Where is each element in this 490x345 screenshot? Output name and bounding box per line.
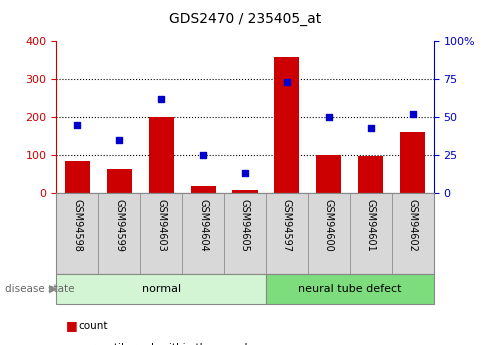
Bar xyxy=(140,193,182,274)
Bar xyxy=(392,193,434,274)
Point xyxy=(241,171,249,176)
Bar xyxy=(182,193,224,274)
Text: GSM94604: GSM94604 xyxy=(198,199,208,252)
Point xyxy=(283,80,291,85)
Point xyxy=(199,152,207,158)
Text: GSM94603: GSM94603 xyxy=(156,199,166,252)
Text: GSM94597: GSM94597 xyxy=(282,199,292,252)
Bar xyxy=(350,193,392,274)
Bar xyxy=(308,193,350,274)
Bar xyxy=(56,193,98,274)
Bar xyxy=(266,193,308,274)
Text: count: count xyxy=(78,321,108,331)
Text: GSM94602: GSM94602 xyxy=(408,199,417,252)
Bar xyxy=(191,186,216,193)
Point xyxy=(74,122,81,128)
Bar xyxy=(266,274,434,304)
Bar xyxy=(400,132,425,193)
Text: percentile rank within the sample: percentile rank within the sample xyxy=(78,344,254,345)
Bar xyxy=(274,57,299,193)
Text: GDS2470 / 235405_at: GDS2470 / 235405_at xyxy=(169,12,321,26)
Bar xyxy=(56,274,266,304)
Text: ■: ■ xyxy=(66,319,78,333)
Text: GSM94605: GSM94605 xyxy=(240,199,250,252)
Point xyxy=(409,111,416,117)
Text: ■: ■ xyxy=(66,342,78,345)
Bar xyxy=(232,190,258,193)
Text: normal: normal xyxy=(142,284,181,294)
Point xyxy=(367,125,375,131)
Bar xyxy=(358,156,383,193)
Point xyxy=(325,115,333,120)
Text: ▶: ▶ xyxy=(49,284,57,294)
Bar xyxy=(98,193,140,274)
Bar xyxy=(316,155,342,193)
Text: GSM94601: GSM94601 xyxy=(366,199,376,252)
Text: neural tube defect: neural tube defect xyxy=(298,284,402,294)
Point xyxy=(157,96,165,102)
Bar xyxy=(65,161,90,193)
Text: GSM94598: GSM94598 xyxy=(73,199,82,252)
Text: disease state: disease state xyxy=(5,284,74,294)
Bar xyxy=(148,117,174,193)
Text: GSM94599: GSM94599 xyxy=(114,199,124,252)
Bar xyxy=(107,168,132,193)
Point xyxy=(115,137,123,143)
Bar xyxy=(224,193,266,274)
Text: GSM94600: GSM94600 xyxy=(324,199,334,252)
